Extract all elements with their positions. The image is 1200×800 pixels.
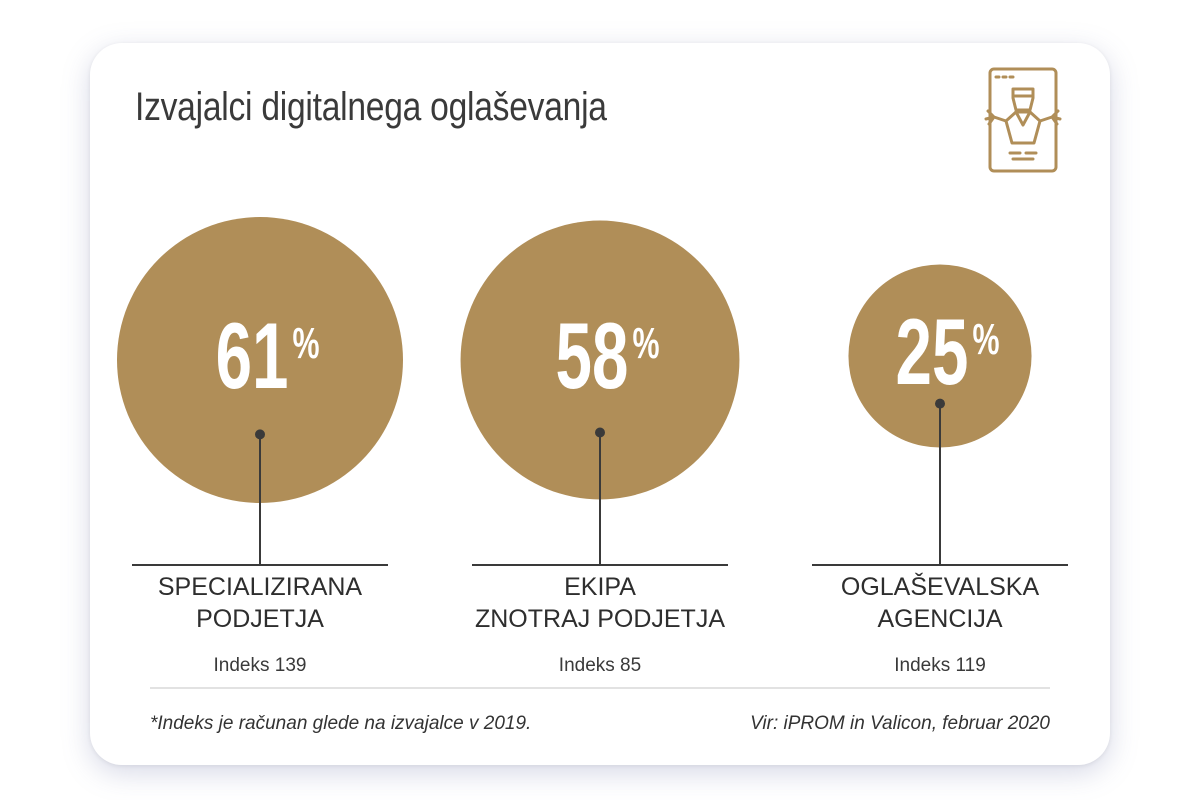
data-label: 58 xyxy=(556,304,629,408)
infographic-card: Izvajalci digitalnega oglaševanja 61% 58%… xyxy=(90,43,1110,765)
category-label-line: ZNOTRAJ PODJETJA xyxy=(474,605,725,633)
bubble xyxy=(460,220,740,500)
category-label-line: AGENCIJA xyxy=(877,605,1003,633)
leader-dot xyxy=(255,429,265,440)
bubble xyxy=(117,217,403,503)
category-label-line: EKIPA xyxy=(564,573,636,601)
bubble xyxy=(848,264,1032,448)
category-label: OGLAŠEVALSKA AGENCIJA xyxy=(780,571,1100,635)
bubble-chart: 61% 58% 25% xyxy=(117,217,1068,566)
category-label-line: PODJETJA xyxy=(196,605,324,633)
page-title: Izvajalci digitalnega oglaševanja xyxy=(135,85,607,129)
percent-sign: % xyxy=(292,319,319,368)
index-label: Indeks 85 xyxy=(558,655,642,676)
leader-dot xyxy=(595,427,605,438)
data-label: 61 xyxy=(216,304,289,408)
divider xyxy=(150,687,1050,689)
category-label-line: SPECIALIZIRANA xyxy=(157,573,363,601)
category-label: EKIPA ZNOTRAJ PODJETJA xyxy=(440,571,760,635)
category-label-line: OGLAŠEVALSKA xyxy=(840,573,1040,601)
source-note: Vir: iPROM in Valicon, februar 2020 xyxy=(750,713,1050,734)
footnote: *Indeks je računan glede na izvajalce v … xyxy=(150,713,532,734)
percent-sign: % xyxy=(972,315,999,364)
person-on-screen-icon xyxy=(984,67,1062,173)
percent-sign: % xyxy=(632,319,659,368)
leader-dot xyxy=(935,398,945,409)
index-label: Indeks 139 xyxy=(213,655,307,676)
data-label: 25 xyxy=(896,300,969,404)
index-label: Indeks 119 xyxy=(894,655,986,676)
category-label: SPECIALIZIRANA PODJETJA xyxy=(100,571,420,635)
